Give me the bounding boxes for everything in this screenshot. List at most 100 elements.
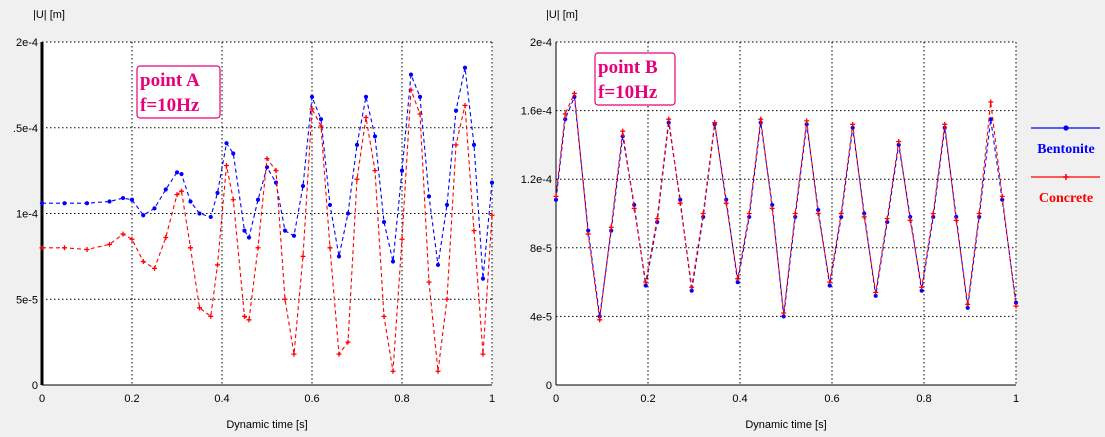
- data-point: [291, 351, 297, 357]
- data-point: [197, 211, 202, 216]
- data-point: [585, 231, 591, 237]
- data-point: [608, 224, 614, 230]
- legend-marker: [1063, 174, 1069, 180]
- x-tick-label: 1: [489, 393, 495, 405]
- data-point: [435, 262, 441, 268]
- data-point: [999, 193, 1005, 199]
- annotation-box: [136, 65, 221, 119]
- data-point: [224, 141, 229, 146]
- y-tick-label: 1.6e-4: [521, 106, 552, 118]
- annotation-label: point A f=10Hz: [136, 65, 221, 119]
- x-tick-label: 0: [553, 393, 559, 405]
- data-point: [850, 121, 856, 127]
- data-point: [141, 213, 146, 218]
- data-point: [381, 219, 387, 225]
- data-point: [327, 202, 333, 208]
- data-point: [746, 211, 752, 216]
- data-point: [563, 117, 568, 122]
- data-point: [336, 351, 342, 357]
- data-point: [781, 310, 787, 316]
- x-tick-label: 0.6: [304, 393, 319, 405]
- data-point: [838, 211, 844, 216]
- data-point: [188, 199, 193, 204]
- data-point: [84, 201, 90, 206]
- y-tick-label: 0: [32, 380, 38, 392]
- data-point: [309, 106, 315, 112]
- data-point: [273, 168, 279, 174]
- annotation-line1: point B: [598, 57, 658, 78]
- data-point: [255, 197, 261, 202]
- data-point: [215, 262, 220, 268]
- data-point: [426, 279, 432, 285]
- data-point: [336, 254, 342, 259]
- data-point: [988, 117, 993, 122]
- data-point: [174, 192, 180, 198]
- chart-point-b: 0 0.2 0.4 0.6 0.8 1 0 4e-5 8e-5 1.2e-4 1.6e-4 2e-4 |…: [521, 9, 1019, 431]
- data-point: [792, 211, 798, 216]
- chart-point-a: 0 0.2 0.4 0.6 0.8 1 0 5e-5 1e-4 .5e-4 2e-4 |U| [m] D…: [13, 9, 495, 431]
- legend-label: Bentonite: [1037, 142, 1095, 157]
- data-point: [444, 296, 450, 302]
- data-point: [140, 259, 146, 265]
- legend-item-concrete: Concrete: [1031, 174, 1100, 206]
- y-tick-label: 0: [546, 380, 552, 392]
- data-point: [84, 247, 90, 253]
- x-tick-label: 0: [39, 393, 45, 405]
- data-point: [129, 236, 135, 242]
- data-point: [163, 187, 168, 192]
- y-tick-label: 8e-5: [530, 243, 552, 255]
- data-point: [179, 188, 184, 194]
- x-tick-label: 0.2: [640, 393, 655, 405]
- data-point: [735, 280, 740, 285]
- y-axis-label: |U| [m]: [546, 9, 578, 21]
- data-point: [62, 245, 67, 251]
- data-point: [372, 134, 378, 139]
- x-tick-label: 0.2: [124, 393, 139, 405]
- data-point: [597, 317, 603, 323]
- y-tick-label: 4e-5: [530, 311, 552, 323]
- data-point: [839, 214, 844, 220]
- annotation-box: [594, 52, 676, 106]
- data-point: [770, 202, 775, 208]
- data-point: [291, 233, 297, 238]
- data-point: [965, 305, 970, 310]
- data-point: [345, 339, 351, 345]
- data-point: [179, 171, 184, 177]
- data-point: [246, 235, 252, 240]
- data-point: [942, 121, 948, 127]
- data-point: [689, 288, 694, 293]
- data-point: [246, 317, 252, 323]
- data-point: [769, 205, 775, 211]
- data-point: [390, 368, 396, 374]
- data-point: [363, 114, 369, 120]
- series-concrete: [39, 87, 495, 374]
- data-point: [735, 276, 741, 282]
- data-point: [965, 301, 971, 307]
- data-point: [654, 216, 660, 222]
- annotation-line2: f=10Hz: [598, 82, 658, 103]
- data-point: [988, 99, 994, 105]
- legend-item-bentonite: Bentonite: [1031, 125, 1100, 157]
- data-point: [354, 176, 360, 182]
- data-point: [282, 228, 288, 233]
- data-point: [318, 117, 324, 122]
- data-point: [643, 283, 648, 288]
- data-point: [562, 111, 568, 117]
- data-point: [255, 245, 261, 251]
- series-line: [42, 89, 493, 372]
- data-point: [62, 201, 67, 206]
- data-point: [976, 211, 982, 216]
- data-point: [586, 228, 591, 233]
- x-tick-label: 0.6: [824, 393, 839, 405]
- x-tick-label: 0.4: [214, 393, 229, 405]
- data-point: [345, 211, 351, 216]
- data-point: [700, 211, 706, 216]
- data-point: [309, 94, 315, 99]
- data-point: [861, 214, 867, 220]
- data-point: [489, 180, 495, 185]
- data-point: [354, 142, 360, 147]
- data-point: [553, 197, 559, 202]
- data-point: [643, 279, 649, 285]
- data-point: [152, 206, 157, 211]
